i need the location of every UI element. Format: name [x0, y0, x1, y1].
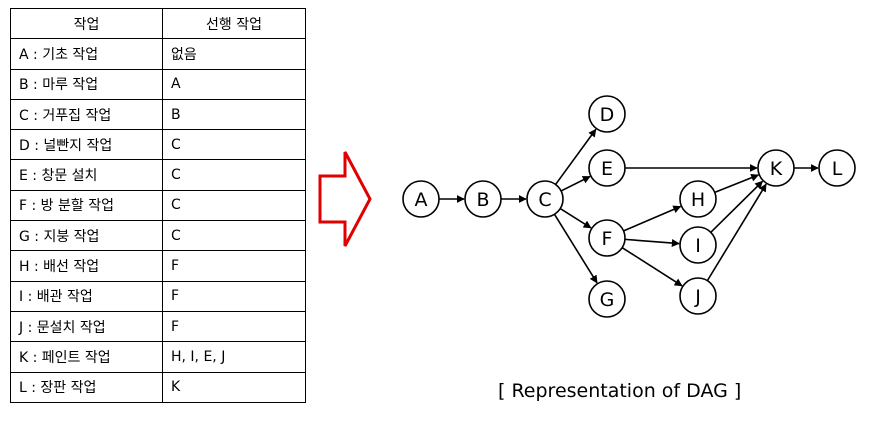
node-j: J — [679, 277, 717, 315]
table-row: A : 기초 작업 없음 — [10, 38, 306, 70]
edge-c-f — [559, 207, 592, 229]
edge-f-h — [623, 205, 682, 232]
table-row: F : 방 분할 작업 C — [10, 189, 306, 222]
header-task: 작업 — [10, 7, 163, 40]
node-circle — [588, 280, 626, 318]
edge-c-e — [560, 175, 591, 192]
node-circle — [757, 149, 795, 187]
node-label: I — [695, 235, 701, 257]
node-label: B — [476, 189, 489, 211]
predecessor-cell: K — [162, 371, 306, 403]
node-label: F — [602, 228, 613, 250]
node-h: H — [679, 180, 717, 218]
table-row: B : 마루 작업 A — [10, 68, 306, 100]
node-circle — [402, 180, 440, 218]
node-label: A — [415, 189, 428, 211]
table-header-row: 작업 선행 작업 — [10, 7, 306, 40]
node-c: C — [526, 180, 564, 218]
node-label: H — [691, 189, 705, 211]
edge-h-k — [714, 173, 760, 194]
node-circle — [464, 180, 502, 218]
node-circle — [679, 226, 717, 264]
table-row: J : 문설치 작업 F — [10, 310, 306, 343]
predecessor-cell: 없음 — [162, 38, 306, 70]
edge-j-k — [706, 183, 767, 282]
node-e: E — [588, 149, 626, 187]
node-circle — [588, 149, 626, 187]
table-row: L : 장판 작업 K — [10, 371, 306, 403]
node-a: A — [402, 180, 440, 218]
table-row: K : 페인트 작업 H, I, E, J — [10, 341, 306, 373]
node-label: K — [770, 158, 783, 180]
node-b: B — [464, 180, 502, 218]
node-label: L — [832, 158, 843, 180]
node-f: F — [588, 219, 626, 257]
task-cell: C : 거푸집 작업 — [10, 98, 163, 131]
node-label: J — [694, 286, 701, 308]
task-cell: I : 배관 작업 — [10, 280, 163, 312]
table-row: E : 창문 설치 C — [10, 159, 306, 191]
predecessor-cell: C — [162, 189, 306, 222]
predecessor-cell: C — [162, 159, 306, 191]
task-cell: J : 문설치 작업 — [10, 310, 163, 343]
node-g: G — [588, 280, 626, 318]
diagram-caption: [ Representation of DAG ] — [498, 380, 742, 402]
edge-f-j — [621, 246, 683, 287]
node-k: K — [757, 149, 795, 187]
node-circle — [588, 219, 626, 257]
edge-c-d — [554, 128, 597, 185]
task-cell: D : 널빤지 작업 — [10, 129, 163, 161]
dag-edges — [439, 128, 819, 287]
table-row: D : 널빤지 작업 C — [10, 129, 306, 161]
predecessor-cell: F — [162, 280, 306, 312]
edge-f-i — [624, 238, 680, 247]
task-table: 작업 선행 작업 A : 기초 작업 없음 B : 마루 작업 A C : 거푸집 … — [10, 7, 306, 403]
node-label: C — [538, 189, 551, 211]
node-label: G — [600, 289, 615, 311]
node-circle — [526, 180, 564, 218]
node-d: D — [588, 95, 626, 133]
node-label: E — [601, 158, 613, 180]
predecessor-cell: A — [162, 68, 306, 100]
transform-arrow-icon — [318, 151, 372, 247]
node-circle — [818, 149, 856, 187]
edge-i-k — [710, 180, 764, 233]
table-row: C : 거푸집 작업 B — [10, 98, 306, 131]
task-cell: G : 지붕 작업 — [10, 220, 163, 252]
predecessor-cell: B — [162, 98, 306, 131]
node-circle — [588, 95, 626, 133]
node-i: I — [679, 226, 717, 264]
table-row: I : 배관 작업 F — [10, 280, 306, 312]
node-label: D — [600, 104, 615, 126]
node-circle — [679, 180, 717, 218]
edge-c-g — [553, 213, 598, 284]
dag-nodes: A B C D E F G H I J K L — [402, 95, 856, 318]
node-l: L — [818, 149, 856, 187]
header-predecessor: 선행 작업 — [162, 7, 306, 40]
task-cell: F : 방 분할 작업 — [10, 189, 163, 222]
task-cell: K : 페인트 작업 — [10, 341, 163, 373]
node-circle — [679, 277, 717, 315]
task-cell: E : 창문 설치 — [10, 159, 163, 191]
